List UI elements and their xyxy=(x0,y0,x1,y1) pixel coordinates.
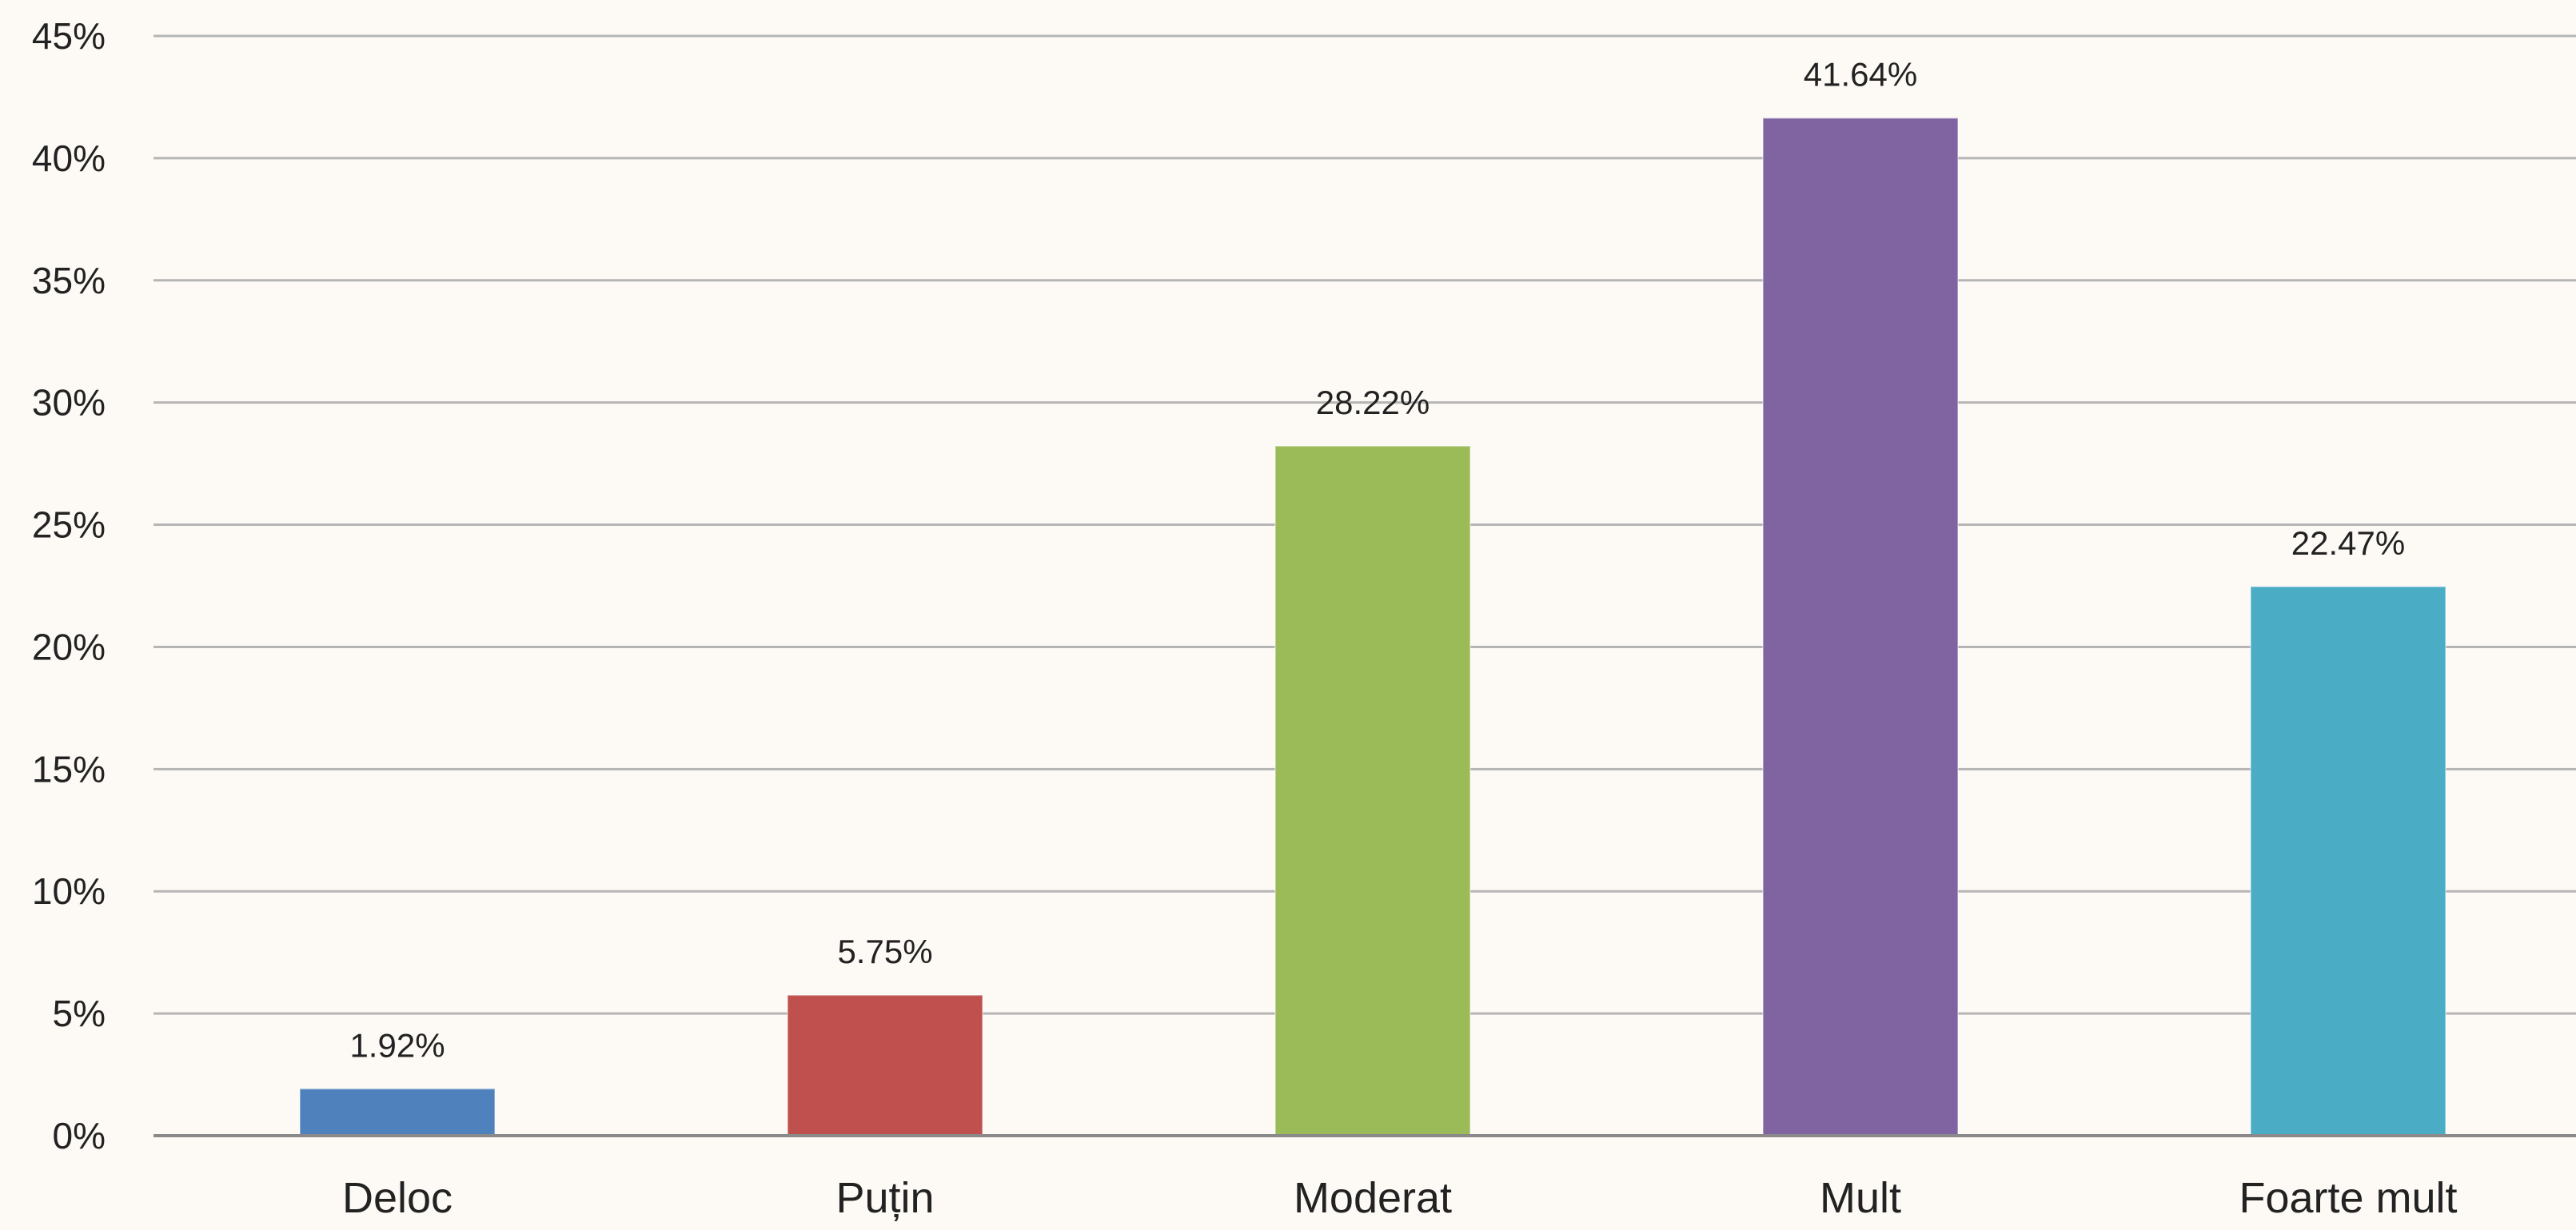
x-axis-categories: Deloc Puțin Moderat Mult Foarte mult xyxy=(342,1174,2458,1222)
category-label: Deloc xyxy=(342,1174,453,1222)
data-label: 41.64% xyxy=(1804,56,1917,94)
bar xyxy=(787,994,983,1136)
data-label: 22.47% xyxy=(2291,524,2405,562)
data-labels: 1.92% 5.75% 28.22% 41.64% 22.47% xyxy=(349,56,2405,1065)
y-tick-label: 5% xyxy=(53,993,106,1034)
bar xyxy=(1274,445,1471,1136)
y-tick-label: 20% xyxy=(32,626,106,667)
y-tick-label: 25% xyxy=(32,504,106,546)
bar xyxy=(2250,585,2446,1136)
y-axis-ticks: 0% 5% 10% 15% 20% 25% 30% 35% 40% 45% xyxy=(32,15,106,1156)
category-label: Foarte mult xyxy=(2239,1174,2457,1222)
bars xyxy=(299,117,2446,1136)
category-label: Mult xyxy=(1820,1174,1901,1222)
bar xyxy=(1762,117,1959,1136)
y-tick-label: 40% xyxy=(32,137,106,179)
category-label: Puțin xyxy=(835,1174,934,1222)
y-tick-label: 15% xyxy=(32,748,106,790)
y-tick-label: 45% xyxy=(32,15,106,57)
data-label: 28.22% xyxy=(1316,384,1430,421)
y-tick-label: 10% xyxy=(32,870,106,912)
data-label: 1.92% xyxy=(349,1026,445,1064)
category-label: Moderat xyxy=(1294,1174,1452,1222)
y-tick-label: 0% xyxy=(53,1115,106,1156)
data-label: 5.75% xyxy=(837,933,932,970)
y-tick-label: 35% xyxy=(32,260,106,301)
bar xyxy=(299,1088,496,1136)
y-tick-label: 30% xyxy=(32,382,106,424)
